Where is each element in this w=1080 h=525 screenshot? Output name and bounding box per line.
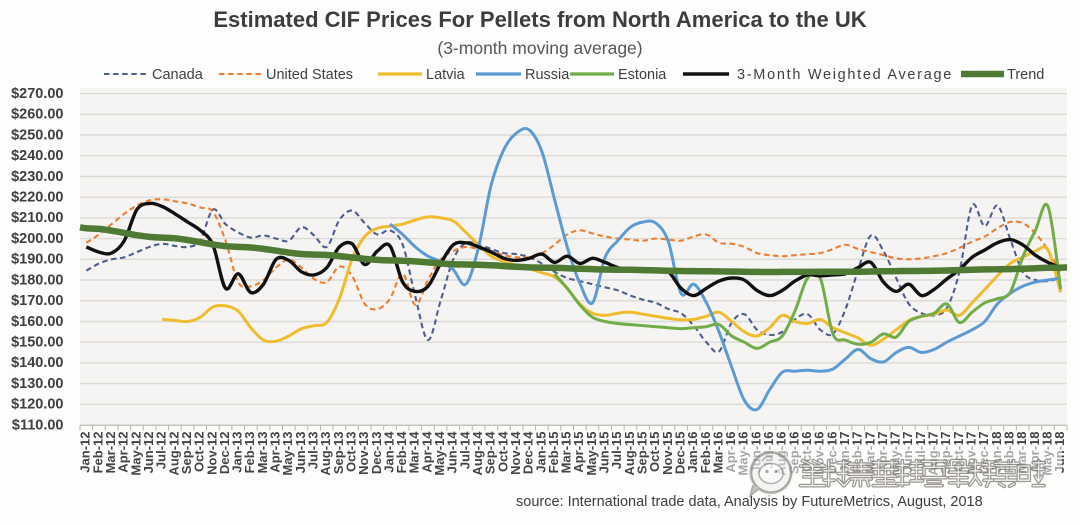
svg-text:Jul-13: Jul-13 [306, 432, 321, 470]
svg-text:$230.00: $230.00 [11, 169, 63, 185]
svg-text:Mar-16: Mar-16 [710, 432, 725, 474]
svg-text:Dec-15: Dec-15 [673, 432, 688, 475]
svg-text:Apr-12: Apr-12 [116, 432, 131, 473]
svg-text:$240.00: $240.00 [11, 148, 63, 164]
svg-text:Jun-12: Jun-12 [141, 432, 156, 474]
svg-text:$200.00: $200.00 [11, 231, 63, 247]
svg-text:Jul-12: Jul-12 [154, 432, 169, 470]
svg-text:Mar-13: Mar-13 [255, 432, 270, 474]
svg-text:Mar-15: Mar-15 [559, 432, 574, 474]
svg-text:Feb-15: Feb-15 [546, 432, 561, 474]
svg-text:May-12: May-12 [128, 432, 143, 476]
svg-text:Apr-15: Apr-15 [571, 432, 586, 473]
svg-text:$170.00: $170.00 [11, 293, 63, 309]
svg-text:Jan-16: Jan-16 [685, 432, 700, 473]
svg-text:Sep-15: Sep-15 [635, 432, 650, 475]
svg-text:Oct-12: Oct-12 [192, 432, 207, 472]
svg-text:Jul-14: Jul-14 [457, 431, 472, 469]
svg-text:Jan-14: Jan-14 [381, 431, 396, 473]
svg-text:$130.00: $130.00 [11, 376, 63, 392]
svg-text:Feb-13: Feb-13 [242, 432, 257, 474]
svg-text:$180.00: $180.00 [11, 272, 63, 288]
svg-text:May-15: May-15 [584, 432, 599, 476]
svg-text:Jun-15: Jun-15 [597, 432, 612, 474]
svg-text:Mar-14: Mar-14 [407, 431, 422, 474]
svg-text:Aug-14: Aug-14 [470, 431, 485, 476]
svg-text:Jan-13: Jan-13 [230, 432, 245, 473]
svg-text:Oct-13: Oct-13 [344, 432, 359, 472]
svg-text:Aug-12: Aug-12 [166, 432, 181, 476]
svg-text:Nov-13: Nov-13 [356, 432, 371, 475]
svg-text:$110.00: $110.00 [12, 417, 64, 433]
svg-text:Dec-12: Dec-12 [217, 432, 232, 475]
svg-text:Jun-13: Jun-13 [293, 432, 308, 474]
svg-text:Nov-15: Nov-15 [660, 432, 675, 475]
svg-text:$120.00: $120.00 [11, 397, 63, 413]
svg-text:May-13: May-13 [280, 432, 295, 476]
svg-text:Feb-16: Feb-16 [698, 432, 713, 474]
svg-text:Jun-14: Jun-14 [445, 431, 460, 474]
svg-text:Dec-13: Dec-13 [369, 432, 384, 475]
svg-text:Sep-12: Sep-12 [179, 432, 194, 475]
svg-text:Mar-12: Mar-12 [103, 432, 118, 474]
svg-text:Apr-13: Apr-13 [268, 432, 283, 473]
svg-text:Sep-14: Sep-14 [483, 431, 498, 474]
svg-text:Nov-14: Nov-14 [508, 431, 523, 475]
svg-text:May-14: May-14 [432, 431, 447, 476]
svg-text:Aug-15: Aug-15 [622, 432, 637, 476]
svg-text:$150.00: $150.00 [11, 335, 63, 351]
svg-text:Sep-13: Sep-13 [331, 432, 346, 475]
svg-text:$190.00: $190.00 [11, 252, 63, 268]
svg-text:Oct-15: Oct-15 [647, 432, 662, 472]
svg-text:Jan-12: Jan-12 [78, 432, 93, 473]
svg-text:Oct-14: Oct-14 [495, 431, 510, 472]
svg-text:Aug-13: Aug-13 [318, 432, 333, 476]
svg-text:Feb-14: Feb-14 [394, 431, 409, 474]
svg-text:Nov-12: Nov-12 [204, 432, 219, 475]
svg-text:$260.00: $260.00 [11, 107, 63, 123]
svg-text:Dec-14: Dec-14 [521, 431, 536, 474]
svg-text:$210.00: $210.00 [11, 210, 63, 226]
svg-text:$250.00: $250.00 [11, 127, 63, 143]
svg-text:$270.00: $270.00 [11, 86, 63, 102]
svg-text:$140.00: $140.00 [11, 355, 63, 371]
svg-text:Jan-15: Jan-15 [533, 432, 548, 473]
svg-text:Jul-15: Jul-15 [609, 432, 624, 470]
svg-text:$220.00: $220.00 [11, 190, 63, 206]
svg-text:Apr-14: Apr-14 [419, 431, 434, 473]
svg-text:Feb-12: Feb-12 [90, 432, 105, 474]
svg-text:$160.00: $160.00 [11, 314, 63, 330]
